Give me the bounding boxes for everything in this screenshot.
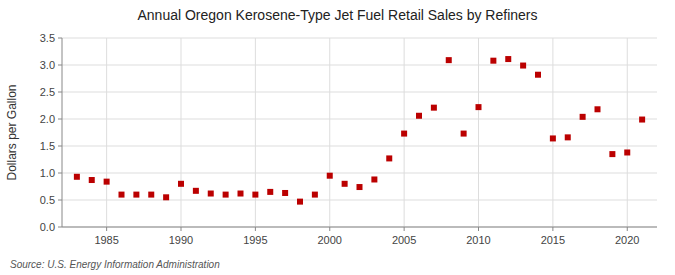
tick-label: 2.0 <box>40 113 55 125</box>
tick-label: 1985 <box>94 234 118 246</box>
point <box>446 57 452 63</box>
point <box>595 106 601 112</box>
grid-line <box>62 173 657 174</box>
point <box>238 191 244 197</box>
point <box>312 192 318 198</box>
tick-label: 2.5 <box>40 86 55 98</box>
tick-label: 3.5 <box>40 32 55 44</box>
tick-mark <box>255 227 256 231</box>
point <box>74 174 80 180</box>
grid-line <box>62 200 657 201</box>
grid-line <box>62 38 657 39</box>
grid-line <box>181 38 182 227</box>
chart: Annual Oregon Kerosene-Type Jet Fuel Ret… <box>0 0 675 275</box>
grid-line <box>62 146 657 147</box>
tick-mark <box>58 173 62 174</box>
tick-mark <box>552 227 553 231</box>
tick-mark <box>329 227 330 231</box>
point <box>490 58 496 64</box>
point <box>342 181 348 187</box>
tick-label: 2015 <box>541 234 565 246</box>
point <box>119 192 125 198</box>
tick-label: 0.5 <box>40 194 55 206</box>
tick-label: 1.0 <box>40 167 55 179</box>
point <box>371 176 377 182</box>
point <box>550 135 556 141</box>
point <box>282 190 288 196</box>
tick-mark <box>181 227 182 231</box>
point <box>639 117 645 123</box>
tick-label: 2005 <box>392 234 416 246</box>
grid-line <box>106 38 107 227</box>
title: Annual Oregon Kerosene-Type Jet Fuel Ret… <box>138 7 538 23</box>
tick-label: 2020 <box>615 234 639 246</box>
tick-mark <box>404 227 405 231</box>
point <box>208 191 214 197</box>
grid <box>62 38 657 227</box>
grid-line <box>62 92 657 93</box>
tick-mark <box>58 38 62 39</box>
y-axis-label: Dollars per Gallon <box>5 84 19 180</box>
point <box>535 72 541 78</box>
grid-line <box>62 227 657 228</box>
grid-line <box>627 38 628 227</box>
point <box>193 188 199 194</box>
point <box>223 192 229 198</box>
grid-line <box>552 38 553 227</box>
grid-line <box>255 38 256 227</box>
annotation: Source: U.S. Energy Information Administ… <box>10 259 220 270</box>
point <box>505 56 511 62</box>
point <box>163 194 169 200</box>
y-axis-line <box>62 38 63 227</box>
point <box>609 151 615 157</box>
tick-mark <box>58 227 62 228</box>
point <box>252 192 258 198</box>
tick-label: 2000 <box>318 234 342 246</box>
point <box>357 184 363 190</box>
tick-mark <box>58 119 62 120</box>
point <box>476 104 482 110</box>
grid-line <box>62 65 657 66</box>
tick-label: 1995 <box>243 234 267 246</box>
point <box>89 177 95 183</box>
tick-mark <box>478 227 479 231</box>
tick-mark <box>58 92 62 93</box>
point <box>327 173 333 179</box>
point <box>580 114 586 120</box>
point <box>148 192 154 198</box>
point <box>133 192 139 198</box>
tick-label: 3.0 <box>40 59 55 71</box>
point <box>461 131 467 137</box>
point <box>401 131 407 137</box>
tick-mark <box>58 200 62 201</box>
point <box>386 155 392 161</box>
tick-mark <box>627 227 628 231</box>
tick-mark <box>106 227 107 231</box>
point <box>416 113 422 119</box>
tick-label: 0.0 <box>40 221 55 233</box>
point <box>624 149 630 155</box>
x-axis-line <box>62 227 657 228</box>
tick-label: 2010 <box>466 234 490 246</box>
tick-label: 1.5 <box>40 140 55 152</box>
tick-mark <box>58 65 62 66</box>
point <box>520 63 526 69</box>
point <box>267 189 273 195</box>
point <box>178 181 184 187</box>
tick-mark <box>58 146 62 147</box>
grid-line <box>329 38 330 227</box>
grid-line <box>62 119 657 120</box>
grid-line <box>478 38 479 227</box>
point <box>431 105 437 111</box>
axes: 0.0 0.5 1.0 1.5 2.0 2.5 3.0 3.5 1985 1990 1995 2000… <box>40 32 657 246</box>
point <box>565 134 571 140</box>
tick-label: 1990 <box>169 234 193 246</box>
points <box>74 56 645 205</box>
point <box>297 199 303 205</box>
point <box>104 179 110 185</box>
